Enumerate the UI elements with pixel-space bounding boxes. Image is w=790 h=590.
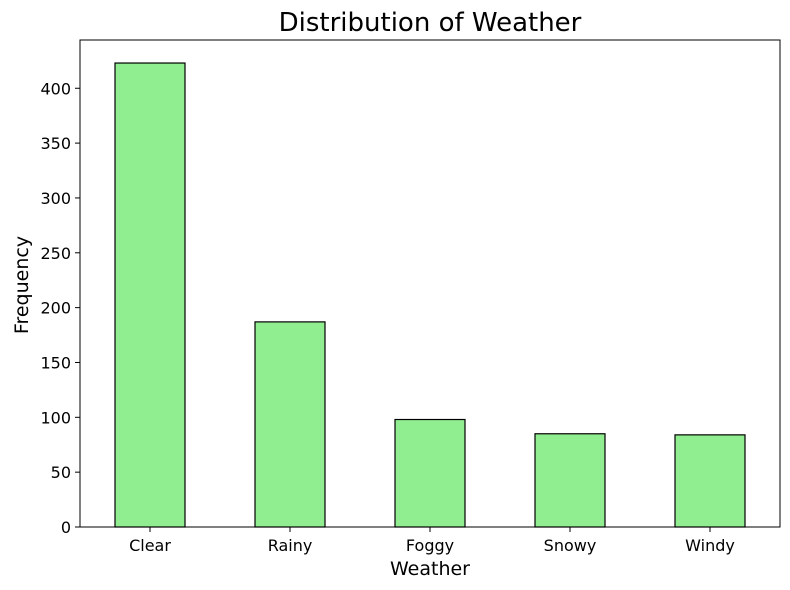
x-tick-label: Rainy xyxy=(268,536,313,555)
x-tick-label: Foggy xyxy=(406,536,454,555)
x-axis-label: Weather xyxy=(390,558,470,580)
bar-foggy xyxy=(394,418,466,528)
bar-rainy xyxy=(254,321,326,528)
y-tick-label: 0 xyxy=(61,518,71,537)
x-tick-label: Snowy xyxy=(544,536,597,555)
bars-group xyxy=(114,62,746,528)
y-axis-ticks: 0 50 100 150 200 250 300 350 400 xyxy=(40,79,80,537)
y-tick-label: 150 xyxy=(40,353,71,372)
chart-title: Distribution of Weather xyxy=(279,8,582,38)
x-tick-label: Windy xyxy=(685,536,735,555)
bar-snowy xyxy=(534,433,606,528)
bar-windy xyxy=(674,434,746,528)
y-tick-label: 200 xyxy=(40,299,71,318)
y-tick-label: 350 xyxy=(40,134,71,153)
x-axis-ticks: Clear Rainy Foggy Snowy Windy xyxy=(129,527,735,555)
plot-frame xyxy=(79,39,781,528)
y-tick-label: 300 xyxy=(40,189,71,208)
y-tick-label: 100 xyxy=(40,408,71,427)
y-axis-label: Frequency xyxy=(11,236,33,334)
plot-area: 0 50 100 150 200 250 300 350 400 Clear Rainy Foggy… xyxy=(40,39,781,555)
y-tick-label: 50 xyxy=(51,463,71,482)
y-tick-label: 400 xyxy=(40,79,71,98)
y-tick-label: 250 xyxy=(40,244,71,263)
bar-clear xyxy=(114,62,186,528)
x-tick-label: Clear xyxy=(129,536,171,555)
